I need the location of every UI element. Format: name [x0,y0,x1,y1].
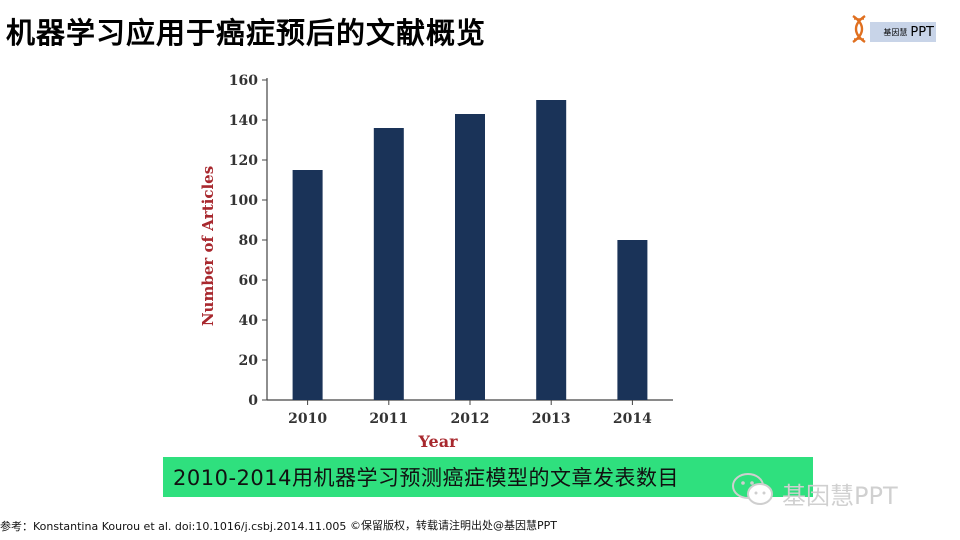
y-tick-label: 60 [239,273,259,289]
bar [617,240,648,400]
bar-chart: Number of Articles Year 0 20 40 60 80 100 120 1… [199,73,673,451]
y-tick-label: 0 [248,393,258,409]
bar [536,100,567,400]
y-axis-title: Number of Articles [199,166,217,326]
y-tick-label: 100 [229,193,258,209]
x-tick-label: 2011 [369,411,408,427]
logo-cn-text: 基因慧 [883,27,908,37]
x-axis-title: Year [417,432,458,451]
watermark: 基因慧PPT [730,470,950,510]
x-tick-label: 2013 [532,411,571,427]
logo-latin-text: PPT [910,24,934,40]
chart-caption: 2010-2014用机器学习预测癌症模型的文章发表数目 [163,457,813,497]
brand-logo: 基因慧 PPT [848,14,938,44]
wechat-icon [732,473,773,505]
slide-title: 机器学习应用于癌症预后的文献概览 [6,16,487,50]
logo-label: 基因慧 PPT [870,22,936,42]
dna-helix-icon [852,15,866,43]
copyright-note: ©保留版权，转载请注明出处@基因慧PPT [350,519,557,532]
y-tick-label: 160 [229,73,258,89]
x-tick-label: 2010 [288,411,327,427]
y-tick-label: 40 [239,313,259,329]
bar [373,128,404,400]
bar [292,170,323,400]
y-tick-label: 80 [239,233,259,249]
y-tick-label: 20 [239,353,259,369]
x-tick-label: 2014 [613,411,652,427]
y-tick-label: 120 [229,153,258,169]
bar [455,114,485,400]
watermark-text: 基因慧PPT [782,482,898,510]
x-tick-label: 2012 [451,411,490,427]
reference-note: 参考：Konstantina Kourou et al. doi:10.1016… [0,520,347,533]
y-tick-label: 140 [229,113,258,129]
